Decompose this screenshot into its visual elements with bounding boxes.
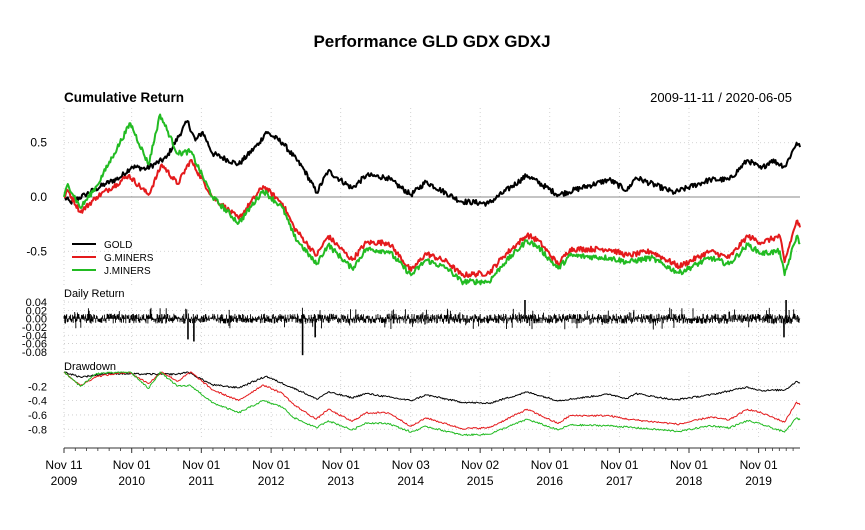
x-tick-label-month: Nov 01 [322,458,360,472]
y-tick-label: 0.5 [30,136,47,150]
x-tick-label-year: 2017 [606,474,633,488]
x-tick-label-year: 2018 [676,474,703,488]
x-tick-label-year: 2016 [536,474,563,488]
legend-label-j-miners: J.MINERS [104,266,151,277]
x-tick-label-year: 2012 [258,474,285,488]
y-tick-label: 0.0 [30,190,47,204]
legend-label-gold: GOLD [104,240,132,251]
series-line-g-miners [63,159,801,279]
drawdown-series [63,371,801,437]
x-tick-label-year: 2015 [467,474,494,488]
x-tick-label-month: Nov 01 [740,458,778,472]
x-axis: Nov 11 2009 Nov 01 2010 Nov 01 2011 Nov 01 2012… [45,447,800,488]
cumulative-return-title: Cumulative Return [64,90,184,105]
x-tick-label-month: Nov 11 [45,458,82,472]
x-tick-label-month: Nov 01 [113,458,151,472]
cumulative-return-y-axis: 0.5 0.0 -0.5 [26,136,47,259]
drawdown-grid [63,372,800,440]
daily-return-grid [63,300,800,356]
x-tick-label-year: 2010 [118,474,145,488]
x-tick-label-year: 2013 [327,474,354,488]
y-tick-label: -0.2 [28,381,47,393]
y-tick-label: -0.02 [22,322,47,334]
y-tick-label: 0.02 [26,305,47,317]
x-tick-label-month: Nov 02 [461,458,499,472]
series-line-gold [63,371,801,405]
y-tick-label: -0.6 [28,410,47,422]
series-line-g-miners [63,371,801,430]
legend-label-g-miners: G.MINERS [104,253,154,264]
daily-return-y-axis: 0.040.020.00-0.02-0.04-0.06-0.08 [22,297,47,359]
x-tick-label-month: Nov 01 [600,458,638,472]
x-tick-label-year: 2011 [188,474,214,488]
x-tick-label-month: Nov 01 [252,458,290,472]
date-range: 2009-11-11 / 2020-06-05 [650,90,792,105]
cumulative-return-panel: Cumulative Return 0.5 0.0 -0.5 GOLD G.MINER… [26,90,801,286]
drawdown-y-axis: -0.2 -0.4 -0.6 -0.8 [28,381,47,436]
x-tick-label-month: Nov 01 [182,458,220,472]
x-tick-label-month: Nov 03 [392,458,430,472]
x-tick-label-year: 2009 [51,474,78,488]
series-bars-gold [63,307,801,330]
drawdown-title: Drawdown [64,361,116,373]
series-line-j-miners [63,113,801,286]
series-line-j-miners [63,371,801,437]
y-tick-label: -0.8 [28,424,47,436]
x-tick-label-month: Nov 01 [670,458,708,472]
x-tick-label-year: 2019 [745,474,772,488]
x-tick-label-month: Nov 01 [531,458,569,472]
chart-title: Performance GLD GDX GDXJ [313,32,550,51]
daily-return-panel: Daily Return 0.040.020.00-0.02-0.04-0.06… [22,288,801,359]
series-line-gold [63,120,801,207]
drawdown-panel: Drawdown -0.2 -0.4 -0.6 -0.8 [28,361,801,440]
legend: GOLD G.MINERS J.MINERS [72,240,154,277]
y-tick-label: -0.4 [28,396,47,408]
daily-return-series [63,300,801,356]
y-tick-label: 0.04 [26,297,47,309]
x-tick-label-year: 2014 [397,474,424,488]
y-tick-label: 0.00 [26,314,47,326]
y-tick-label: -0.5 [26,244,47,258]
y-tick-label: -0.04 [22,330,47,342]
y-tick-label: -0.06 [22,339,47,351]
daily-return-title: Daily Return [64,288,125,300]
cumulative-return-series [63,113,801,286]
y-tick-label: -0.08 [22,347,47,359]
